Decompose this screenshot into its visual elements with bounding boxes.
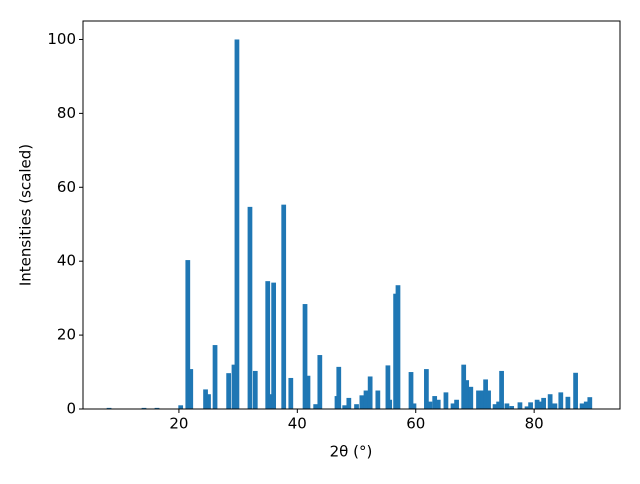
bar bbox=[492, 404, 498, 409]
bar bbox=[483, 379, 488, 409]
bar bbox=[499, 370, 504, 409]
bar bbox=[302, 304, 308, 409]
bar bbox=[247, 206, 253, 409]
bar bbox=[317, 355, 323, 409]
x-tick-label: 60 bbox=[406, 415, 425, 433]
bar bbox=[504, 403, 510, 409]
bar bbox=[359, 395, 365, 409]
bar bbox=[288, 377, 294, 409]
bar bbox=[375, 390, 381, 409]
bar bbox=[212, 345, 218, 409]
bar bbox=[528, 402, 533, 409]
bar bbox=[395, 285, 401, 409]
bar bbox=[268, 394, 274, 409]
bar bbox=[547, 394, 553, 409]
bar bbox=[226, 373, 232, 409]
bar bbox=[552, 403, 558, 409]
bar bbox=[524, 406, 530, 409]
bar bbox=[432, 396, 438, 409]
bar bbox=[234, 39, 240, 409]
bar bbox=[579, 403, 585, 409]
plot-frame bbox=[82, 20, 621, 410]
bar bbox=[427, 401, 433, 409]
bar bbox=[538, 401, 544, 409]
bar bbox=[252, 370, 258, 409]
x-tick-label: 40 bbox=[288, 415, 307, 433]
bar bbox=[587, 397, 593, 409]
bar bbox=[231, 364, 237, 409]
bar bbox=[393, 293, 398, 409]
y-tick-label: 20 bbox=[57, 326, 76, 344]
x-tick-label: 80 bbox=[525, 415, 544, 433]
bar bbox=[313, 404, 319, 409]
bar bbox=[206, 394, 211, 409]
bar bbox=[203, 389, 208, 409]
bar bbox=[486, 390, 491, 409]
y-tick-label: 100 bbox=[47, 30, 76, 48]
bar bbox=[558, 392, 564, 409]
bar bbox=[424, 369, 429, 409]
y-tick-label: 60 bbox=[57, 178, 76, 196]
bar bbox=[367, 376, 373, 409]
bar bbox=[271, 282, 277, 409]
bar bbox=[342, 405, 348, 409]
bar bbox=[408, 372, 414, 409]
bar bbox=[154, 407, 160, 409]
bar bbox=[573, 372, 578, 409]
bar bbox=[534, 399, 540, 409]
bar bbox=[188, 369, 194, 409]
y-tick-label: 80 bbox=[57, 104, 76, 122]
bar bbox=[336, 366, 342, 409]
bar bbox=[385, 365, 391, 409]
bar bbox=[141, 407, 147, 409]
bar bbox=[461, 364, 467, 409]
bar bbox=[450, 403, 456, 409]
bar bbox=[517, 402, 523, 409]
bar bbox=[583, 401, 589, 409]
y-tick-label: 0 bbox=[66, 400, 76, 418]
bar bbox=[496, 401, 501, 409]
bar bbox=[185, 260, 191, 409]
bar bbox=[464, 380, 470, 409]
bar bbox=[411, 403, 417, 409]
bar bbox=[476, 390, 481, 409]
bar bbox=[435, 399, 441, 409]
bar bbox=[363, 390, 369, 409]
bar bbox=[346, 397, 352, 409]
bar bbox=[443, 392, 449, 409]
bar bbox=[305, 375, 311, 409]
bar bbox=[265, 281, 271, 409]
bar bbox=[106, 407, 112, 409]
bar bbox=[178, 405, 184, 409]
y-axis-label: Intensities (scaled) bbox=[17, 144, 35, 286]
bar bbox=[509, 406, 515, 409]
bar bbox=[480, 390, 486, 409]
bar bbox=[565, 396, 571, 409]
y-tick-label: 40 bbox=[57, 252, 76, 270]
x-axis-label: 2θ (°) bbox=[330, 443, 373, 461]
bar bbox=[541, 397, 546, 409]
bar bbox=[454, 399, 459, 409]
bar bbox=[468, 386, 474, 409]
bar bbox=[354, 404, 359, 409]
x-tick-label: 20 bbox=[169, 415, 188, 433]
bar bbox=[281, 204, 287, 409]
bar bbox=[387, 399, 393, 409]
